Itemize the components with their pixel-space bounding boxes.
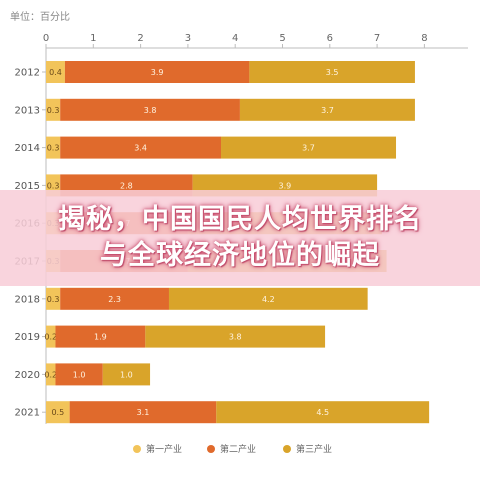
bar-value-label: 3.8	[229, 333, 242, 342]
y-tick-label: 2019	[15, 332, 40, 343]
bar-value-label: 0.4	[49, 68, 62, 77]
bar-value-label: 0.2	[44, 333, 57, 342]
x-tick-label: 6	[327, 33, 333, 44]
bar-segment	[55, 363, 103, 386]
bar-segment	[64, 61, 250, 83]
x-tick-label: 7	[374, 33, 380, 44]
x-tick-label: 4	[232, 33, 238, 44]
legend-swatch	[133, 445, 141, 453]
bar-value-label: 0.3	[47, 181, 60, 190]
bar-segment	[216, 401, 430, 424]
bar-segment	[221, 136, 397, 159]
x-tick-label: 3	[185, 33, 191, 44]
bar-value-label: 0.5	[51, 408, 64, 417]
y-tick-label: 2014	[15, 143, 40, 154]
bar-value-label: 0.2	[44, 370, 57, 379]
bar-segment	[102, 363, 151, 386]
bar-value-label: 1.0	[73, 370, 86, 379]
bar-segment	[168, 287, 368, 310]
x-tick-label: 8	[421, 33, 427, 44]
bar-segment	[60, 136, 222, 159]
bar-segment	[46, 61, 65, 83]
bar-value-label: 4.2	[262, 295, 275, 304]
bar-segment	[60, 287, 169, 310]
y-tick-label: 2015	[15, 181, 40, 192]
bar-value-label: 3.7	[321, 106, 334, 115]
x-tick-label: 5	[279, 33, 285, 44]
bar-segment	[145, 325, 326, 348]
bar-value-label: 1.0	[120, 370, 133, 379]
bar-value-label: 3.5	[326, 68, 339, 77]
legend-swatch	[207, 445, 215, 453]
bar-segment	[249, 61, 415, 83]
bar-value-label: 4.5	[316, 408, 329, 417]
bar-value-label: 3.7	[302, 144, 315, 153]
title-banner: 揭秘，中国国民人均世界排名 与全球经济地位的崛起	[0, 190, 480, 286]
bar-value-label: 3.8	[144, 106, 157, 115]
bar-value-label: 3.9	[278, 181, 291, 190]
x-tick-label: 2	[137, 33, 143, 44]
y-tick-label: 2021	[15, 408, 40, 419]
bar-value-label: 3.1	[137, 408, 150, 417]
bar-value-label: 3.9	[151, 68, 164, 77]
x-tick-label: 1	[90, 33, 96, 44]
banner-title-line-1: 揭秘，中国国民人均世界排名	[58, 204, 422, 235]
bar-segment	[46, 136, 61, 159]
bar-value-label: 0.3	[47, 295, 60, 304]
legend-swatch	[283, 445, 291, 453]
bar-segment	[46, 401, 70, 424]
y-tick-label: 2018	[15, 294, 40, 305]
bar-segment	[46, 98, 61, 121]
bar-segment	[46, 287, 61, 310]
bar-value-label: 2.8	[120, 181, 133, 190]
bar-value-label: 1.9	[94, 333, 107, 342]
bar-value-label: 3.4	[134, 144, 147, 153]
banner-title-line-2: 与全球经济地位的崛起	[100, 240, 380, 271]
legend-label: 第一产业	[146, 443, 182, 455]
legend-label: 第三产业	[296, 443, 332, 455]
bar-segment	[239, 98, 415, 121]
x-tick-label: 0	[43, 33, 49, 44]
bar-value-label: 2.3	[108, 295, 121, 304]
bar-segment	[55, 325, 146, 348]
legend-label: 第二产业	[220, 443, 256, 455]
y-tick-label: 2012	[15, 68, 40, 79]
unit-label: 单位：百分比	[10, 10, 70, 23]
bar-segment	[46, 325, 56, 348]
legend: 第一产业 第二产业 第三产业	[133, 443, 332, 455]
y-tick-label: 2020	[15, 370, 40, 381]
bar-segment	[46, 363, 56, 386]
bar-segment	[60, 98, 240, 121]
bar-value-label: 0.3	[47, 106, 60, 115]
y-tick-label: 2013	[15, 105, 40, 116]
bar-segment	[69, 401, 217, 424]
bar-value-label: 0.3	[47, 144, 60, 153]
